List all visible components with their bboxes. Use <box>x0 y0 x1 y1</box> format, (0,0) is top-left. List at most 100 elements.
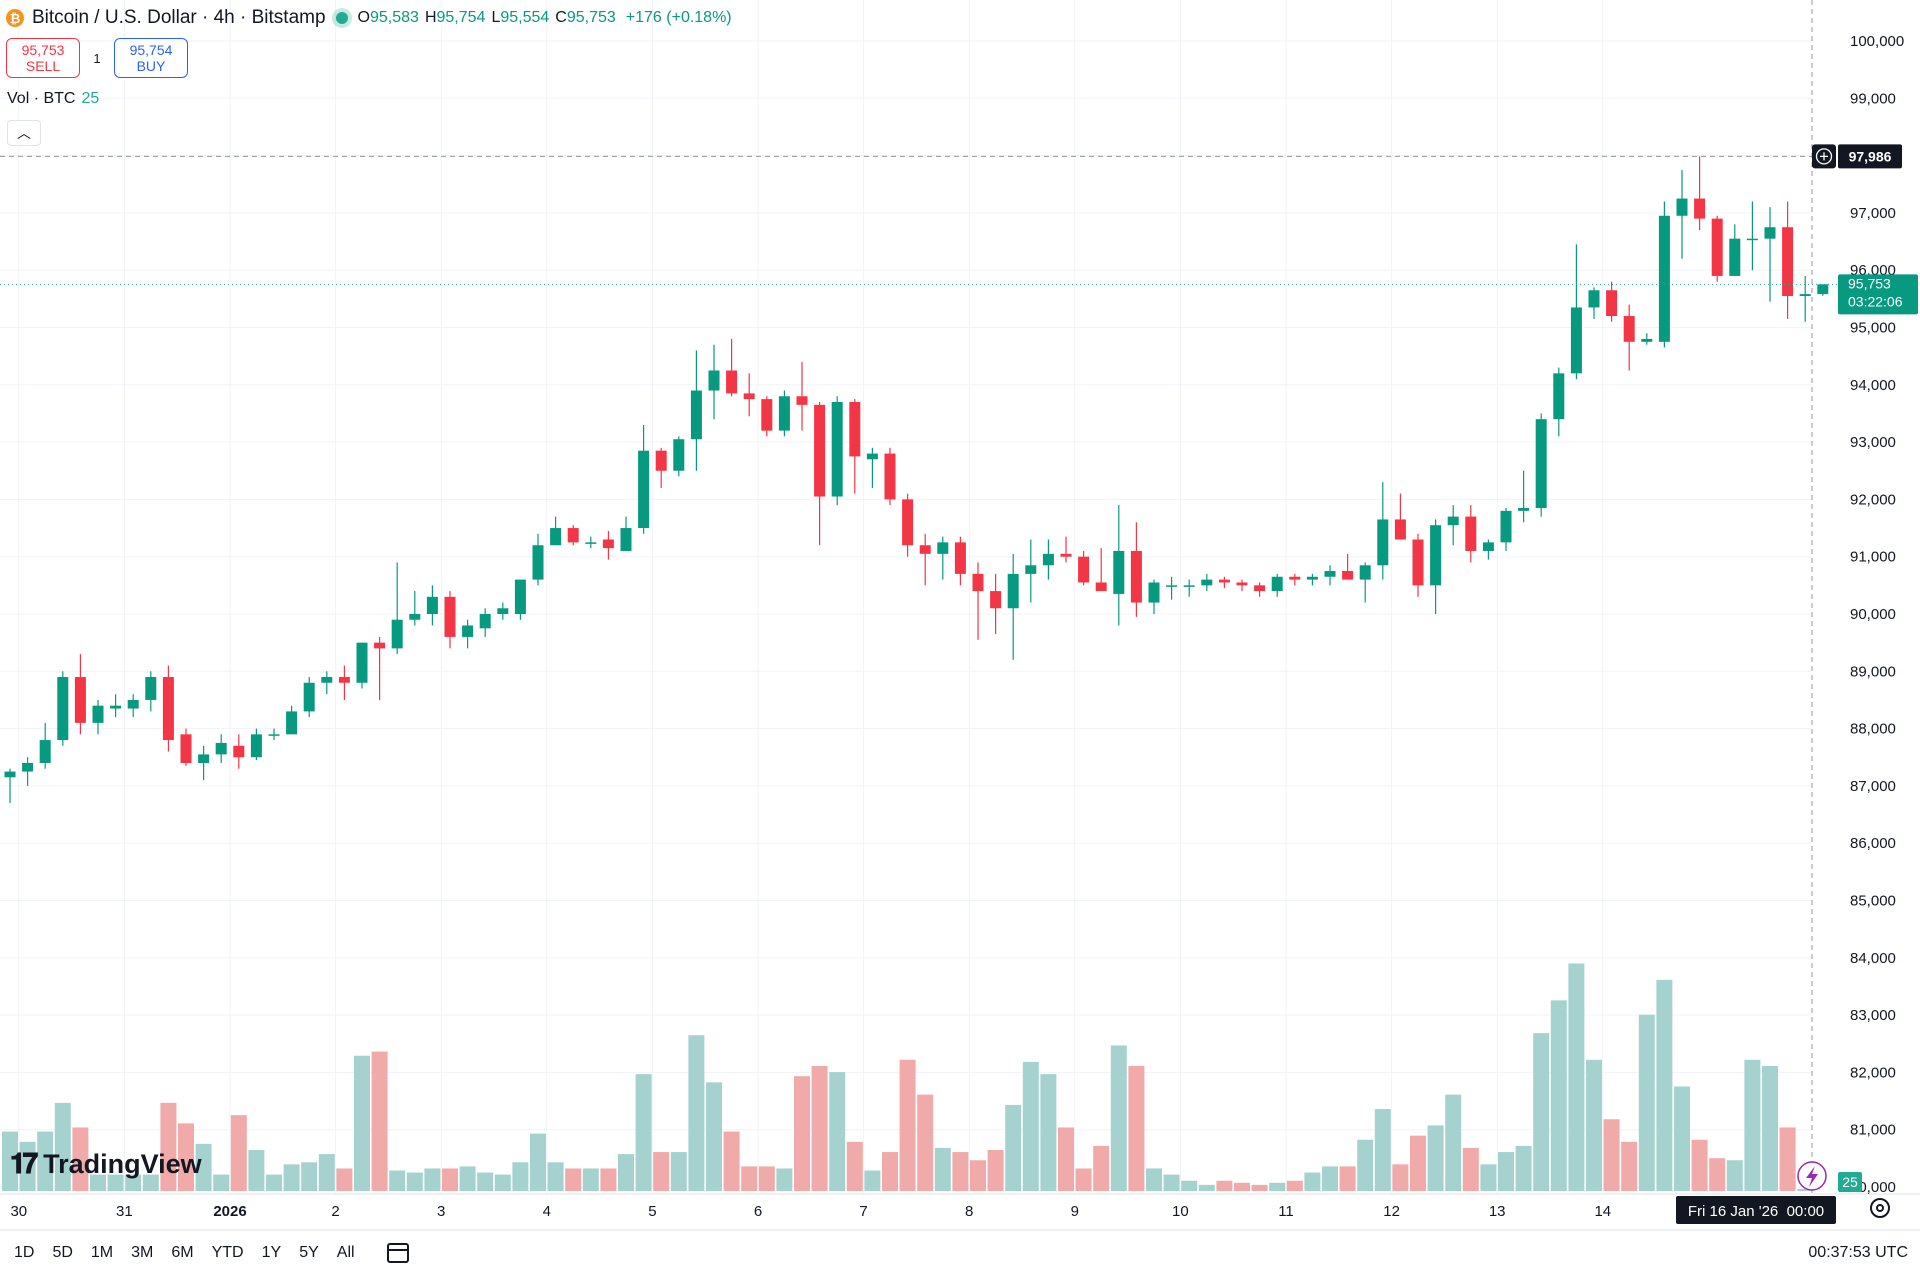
volume-bar <box>1339 1166 1356 1191</box>
volume-bar <box>1110 1045 1127 1191</box>
utc-clock[interactable]: 00:37:53 UTC <box>1808 1244 1908 1261</box>
volume-bar <box>776 1168 793 1191</box>
lightning-icon[interactable] <box>1797 1161 1827 1191</box>
candle-body <box>1746 238 1758 241</box>
candle-body <box>602 539 614 549</box>
candle-body <box>1113 550 1125 594</box>
volume-bar <box>934 1147 951 1191</box>
bottom-toolbar: 1D 5D 1M 3M 6M YTD 1Y 5Y All 00:37:53 UT… <box>0 1232 1920 1274</box>
collapse-legend-button[interactable]: ︿ <box>7 120 41 146</box>
candle-body <box>92 705 104 723</box>
candle-body <box>39 740 51 763</box>
volume-bar <box>1621 1141 1638 1191</box>
horizontal-gridlines <box>0 40 1812 1188</box>
tradingview-logo[interactable]: 𝟏𝟕 TradingView <box>10 1148 202 1179</box>
candle-body <box>409 614 421 620</box>
candle-body <box>1447 516 1459 526</box>
volume-bar <box>1322 1166 1338 1191</box>
volume-bar <box>1691 1139 1708 1191</box>
candle-body <box>1782 227 1794 296</box>
time-tick-label: 14 <box>1594 1203 1611 1220</box>
candle-body <box>972 573 984 592</box>
volume-bar <box>653 1152 670 1191</box>
candle-body <box>286 711 298 735</box>
volume-bar <box>1410 1135 1426 1191</box>
buy-button[interactable]: 95,754 BUY <box>114 38 188 78</box>
gear-icon[interactable] <box>1870 1198 1890 1218</box>
volume-bar <box>987 1150 1004 1191</box>
volume-bar <box>1058 1127 1074 1191</box>
sell-button[interactable]: 95,753 SELL <box>6 38 80 78</box>
volume-bar <box>1198 1184 1215 1191</box>
candle-body <box>497 608 509 614</box>
volume-bar <box>2 1131 18 1191</box>
volume-bar <box>406 1172 423 1191</box>
price-tick-label: 87,000 <box>1850 778 1896 795</box>
ohlc-values: O95,583 H95,754 L95,554 C95,753 +176 (+0… <box>357 9 732 26</box>
volume-bar <box>794 1076 810 1191</box>
volume-bar <box>600 1168 617 1191</box>
volume-bar <box>283 1164 300 1191</box>
volume-bar <box>1357 1139 1374 1191</box>
candle-body <box>1694 198 1706 219</box>
volume-bar <box>354 1055 370 1191</box>
volume-bar <box>706 1082 722 1191</box>
time-tick-label: 11 <box>1278 1203 1294 1220</box>
volume-bar <box>1709 1158 1726 1191</box>
range-1m[interactable]: 1M <box>90 1244 114 1261</box>
time-tick-label: 13 <box>1489 1203 1506 1220</box>
candle-body <box>145 677 157 700</box>
volume-bar <box>723 1131 740 1191</box>
candle-body <box>884 453 896 500</box>
range-1y[interactable]: 1Y <box>261 1244 282 1261</box>
range-6m[interactable]: 6M <box>171 1244 194 1261</box>
candle-body <box>233 745 245 758</box>
candle-body <box>162 677 174 741</box>
range-5y[interactable]: 5Y <box>299 1244 319 1261</box>
candle-body <box>391 619 403 649</box>
range-ytd[interactable]: YTD <box>211 1244 244 1261</box>
range-5d[interactable]: 5D <box>52 1244 73 1261</box>
volume-bar <box>1550 1000 1567 1191</box>
volume-bar <box>90 1174 106 1191</box>
volume-legend[interactable]: Vol · BTC 25 <box>7 90 100 107</box>
symbol-title[interactable]: Bitcoin / U.S. Dollar · 4h · Bitstamp <box>32 7 326 28</box>
volume-bar <box>1568 963 1585 1191</box>
volume-bar <box>160 1102 177 1191</box>
volume-last-label: 25 <box>1838 1172 1862 1192</box>
candle-body <box>1148 582 1160 603</box>
range-1d[interactable]: 1D <box>14 1244 35 1261</box>
candle-body <box>1289 576 1301 580</box>
price-tick-label: 89,000 <box>1850 663 1896 680</box>
price-tick-label: 99,000 <box>1850 90 1896 107</box>
price-tick-label: 95,000 <box>1850 320 1896 337</box>
volume-bar <box>230 1115 247 1191</box>
time-tick-label: 31 <box>116 1203 133 1220</box>
calendar-icon[interactable] <box>386 1243 409 1263</box>
volume-bar <box>829 1072 846 1191</box>
candle-body <box>1817 284 1829 295</box>
volume-bar <box>512 1162 529 1191</box>
candle-body <box>321 677 333 683</box>
volume-bar <box>1638 1014 1655 1191</box>
candle-body <box>954 542 966 574</box>
volume-bar <box>1216 1180 1233 1191</box>
candle-body <box>303 682 315 712</box>
time-axis[interactable]: 30 31 2026 2 3 4 5 6 7 8 9 10 11 12 13 14 <box>10 1203 1611 1220</box>
range-all[interactable]: All <box>336 1244 355 1261</box>
volume-bar <box>846 1141 863 1191</box>
candle-body <box>22 762 34 772</box>
add-plus-icon[interactable] <box>1815 148 1833 165</box>
price-axis[interactable]: 100,00099,00098,00097,00096,00095,00094,… <box>1850 33 1904 1196</box>
candle-body <box>1042 553 1054 566</box>
volume-bar <box>1251 1184 1268 1191</box>
candle-body <box>1060 553 1072 557</box>
candle-body <box>268 734 280 736</box>
range-3m[interactable]: 3M <box>131 1244 154 1261</box>
time-tick-label: 12 <box>1383 1203 1400 1220</box>
candle-body <box>814 404 826 497</box>
volume-bar <box>565 1168 582 1191</box>
volume-bar <box>1674 1086 1690 1191</box>
volume-bar <box>864 1170 881 1191</box>
